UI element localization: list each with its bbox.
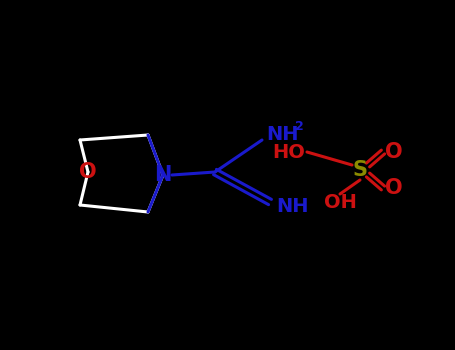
Text: NH: NH	[266, 125, 298, 144]
Text: O: O	[79, 162, 97, 182]
Text: O: O	[385, 178, 403, 198]
Text: HO: HO	[272, 142, 305, 161]
Text: S: S	[353, 160, 368, 180]
Text: N: N	[154, 165, 172, 185]
Text: O: O	[385, 142, 403, 162]
Text: NH: NH	[276, 196, 308, 216]
Text: 2: 2	[295, 120, 304, 133]
Text: OH: OH	[324, 193, 356, 211]
